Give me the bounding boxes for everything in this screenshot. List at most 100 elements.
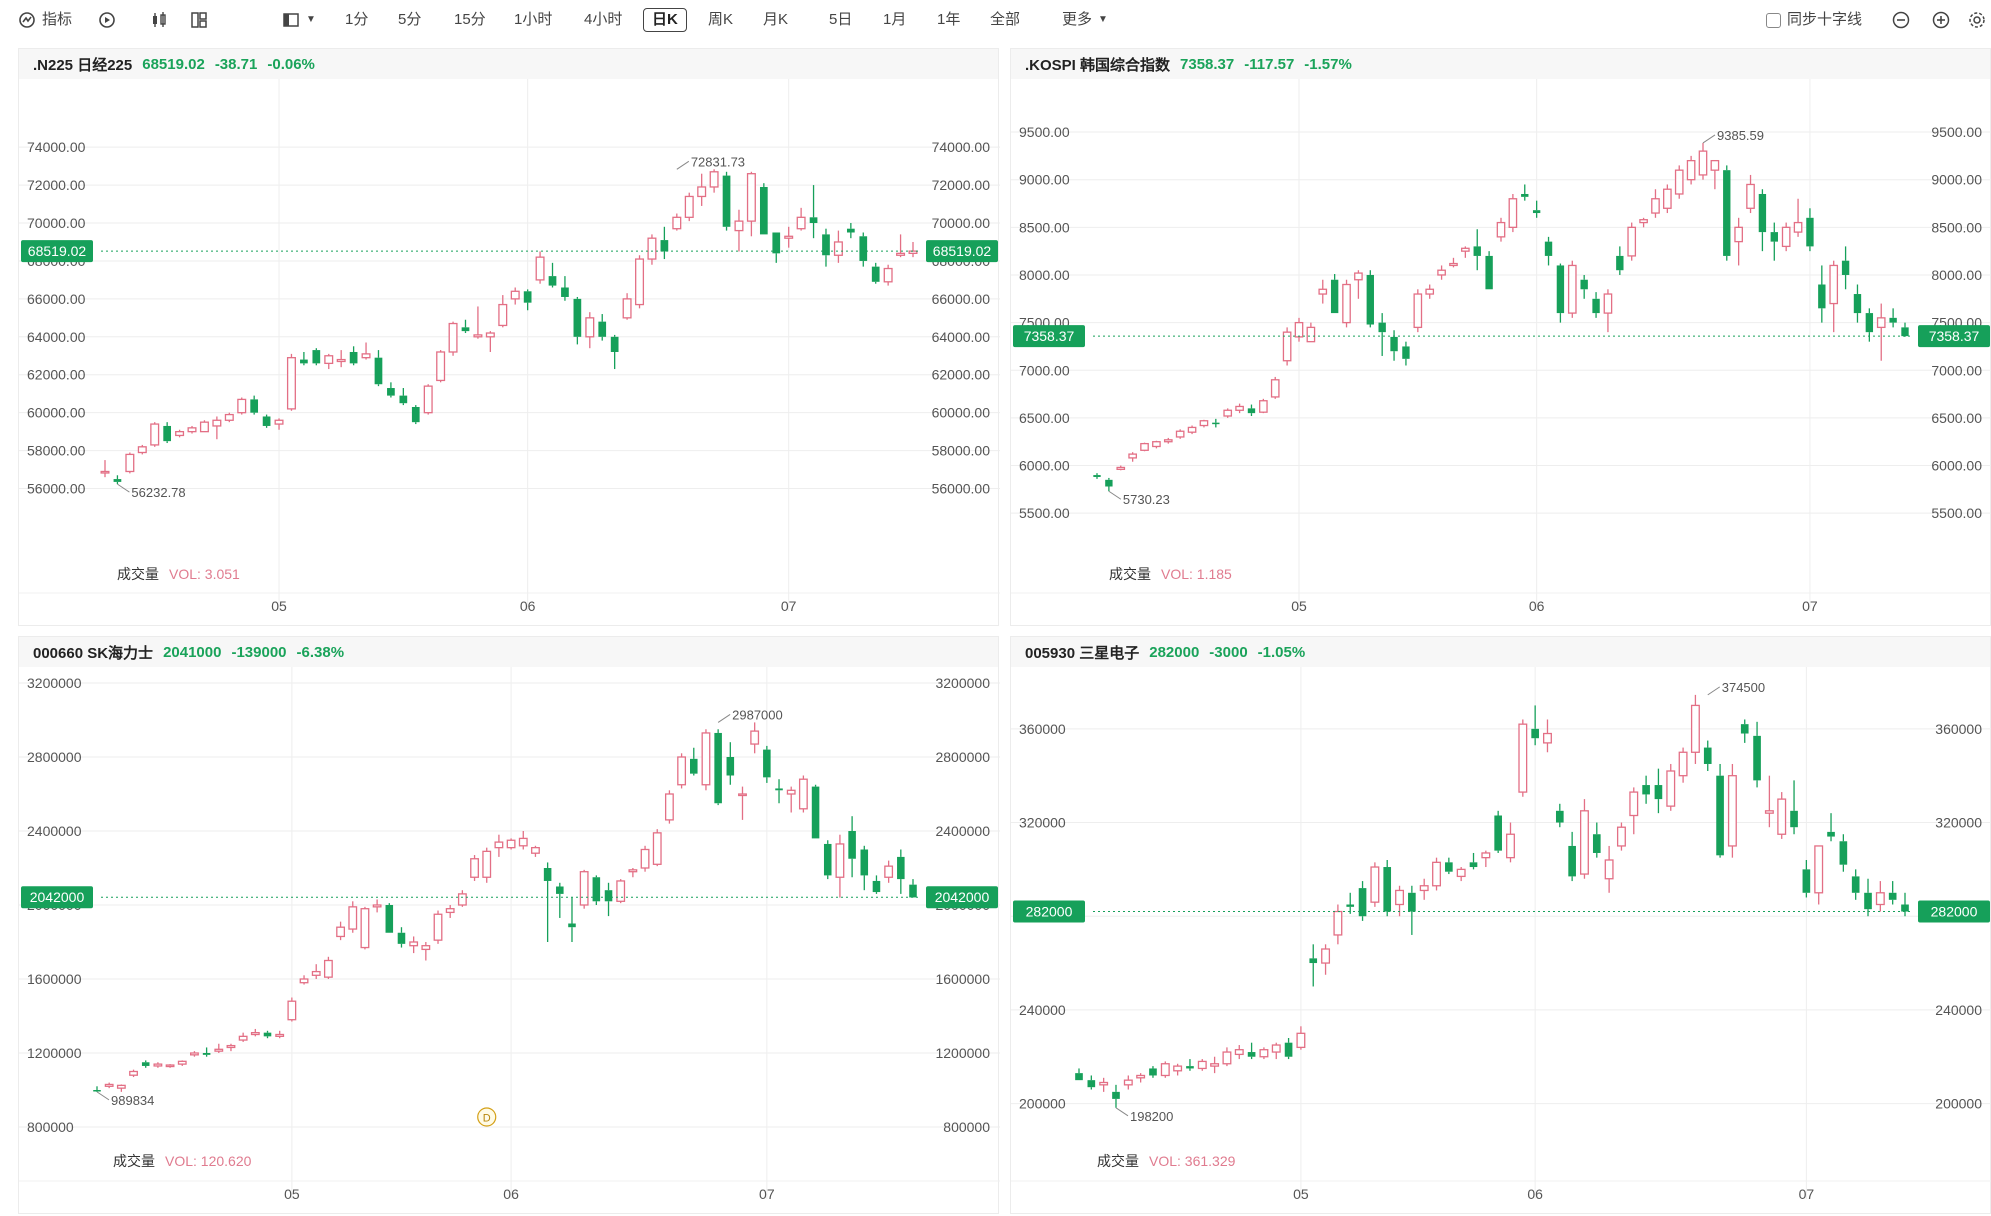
- last-price-badge-left: 68519.02: [21, 240, 93, 263]
- candle: [1187, 425, 1197, 435]
- zoom-out-button[interactable]: [1892, 8, 1910, 32]
- chart-panel-kospi[interactable]: .KOSPI 韩国综合指数 7358.37 -117.57 -1.57% 550…: [1010, 48, 1991, 626]
- chart-panel-samsung[interactable]: 005930 三星电子 282000 -3000 -1.05% 200000 20…: [1010, 636, 1991, 1214]
- y-tick-label-right: 1600000: [935, 971, 990, 987]
- x-tick-label: 06: [1529, 598, 1545, 614]
- candle: [137, 444, 147, 455]
- zoom-in-button[interactable]: [1932, 8, 1950, 32]
- timeframe-4h[interactable]: 4小时: [584, 11, 623, 28]
- y-tick-label-right: 800000: [943, 1119, 990, 1135]
- candle: [1186, 1059, 1194, 1071]
- timeframe-1h[interactable]: 1小时: [514, 11, 553, 28]
- indicator-button[interactable]: 指标: [18, 8, 72, 32]
- last-price: 282000: [1149, 643, 1200, 661]
- candle: [1366, 270, 1374, 328]
- candle: [1175, 429, 1185, 439]
- candlestick-chart[interactable]: 800000 800000 1200000 1200000 1600000 1600000…: [19, 637, 1000, 1215]
- candle: [1210, 1056, 1220, 1074]
- timeframe-weekly[interactable]: 周K: [708, 11, 734, 28]
- y-tick-label-left: 5500.00: [1019, 505, 1070, 521]
- settings-button[interactable]: [1968, 8, 1986, 32]
- chart-panel-sk-hynix[interactable]: 000660 SK海力士 2041000 -139000 -6.38% 8000…: [18, 636, 1000, 1215]
- candle: [1413, 289, 1423, 333]
- columns-icon: [283, 13, 299, 27]
- min-price-annotation: 198200: [1115, 1107, 1173, 1124]
- candlestick-chart[interactable]: 5500.00 5500.00 6000.00 6000.00 6500.00 6500.…: [1011, 49, 1991, 627]
- candle: [1390, 330, 1398, 361]
- candle: [1651, 189, 1660, 218]
- candle: [1105, 477, 1113, 492]
- candle: [1271, 1042, 1281, 1060]
- candlestick-chart[interactable]: 56000.00 56000.00 58000.00 58000.00 60000.00…: [19, 49, 1000, 627]
- candle: [763, 745, 771, 783]
- x-tick-label: 07: [759, 1186, 775, 1202]
- candle: [1358, 881, 1367, 921]
- timeframe-5day[interactable]: 5日: [829, 11, 853, 28]
- candle: [573, 296, 582, 345]
- replay-button[interactable]: [98, 8, 116, 32]
- timeframe-1month[interactable]: 1月: [883, 11, 907, 28]
- candle: [833, 230, 843, 263]
- candle: [1342, 279, 1351, 328]
- sync-crosshair-toggle[interactable]: 同步十字线: [1766, 8, 1862, 32]
- timeframe-15min[interactable]: 15分: [454, 11, 486, 28]
- indicator-icon: [19, 12, 35, 28]
- candle: [1093, 473, 1101, 479]
- candle: [772, 232, 781, 263]
- candle: [1506, 822, 1515, 863]
- candle: [141, 1060, 150, 1068]
- x-tick-label: 06: [503, 1186, 519, 1202]
- candle: [714, 729, 722, 806]
- sync-crosshair-checkbox[interactable]: [1766, 12, 1781, 28]
- timeframe-5min[interactable]: 5分: [398, 11, 422, 28]
- candle: [784, 226, 794, 248]
- zoom-out-icon: [1892, 11, 1910, 29]
- candle: [421, 942, 431, 961]
- candle: [640, 845, 650, 872]
- candle: [1282, 327, 1292, 366]
- more-dropdown[interactable]: 更多 ▼: [1062, 8, 1108, 32]
- candle: [1806, 208, 1814, 252]
- max-price-annotation: 374500: [1707, 680, 1765, 696]
- layout-button[interactable]: [190, 8, 208, 32]
- candle-style-button[interactable]: [150, 8, 168, 32]
- y-tick-label-right: 9500.00: [1931, 124, 1982, 140]
- candle: [275, 1030, 285, 1039]
- candle: [523, 289, 532, 311]
- candle: [1128, 452, 1137, 462]
- last-price-badge-left: 2042000: [21, 886, 93, 909]
- chart-panel-n225[interactable]: .N225 日经225 68519.02 -38.71 -0.06% 56000…: [18, 48, 1000, 627]
- candle: [622, 293, 632, 320]
- candle: [311, 964, 321, 979]
- candlestick-chart[interactable]: 2000002000002400002400002800002800003200…: [1011, 637, 1991, 1215]
- candle: [908, 241, 918, 258]
- y-tick-label-right: 64000.00: [932, 329, 991, 345]
- svg-text:D: D: [483, 1113, 491, 1125]
- x-tick-label: 05: [1293, 1186, 1309, 1202]
- max-price-annotation: 72831.73: [676, 154, 745, 170]
- timeframe-monthly[interactable]: 月K: [763, 11, 789, 28]
- candle: [1494, 810, 1502, 853]
- candle: [409, 936, 419, 954]
- candle: [1790, 780, 1798, 835]
- x-tick-label: 07: [1802, 598, 1818, 614]
- candle: [1149, 1066, 1157, 1078]
- y-tick-label-left: 8500.00: [1019, 219, 1070, 235]
- candle: [1642, 775, 1650, 804]
- timeframe-1min[interactable]: 1分: [345, 11, 369, 28]
- y-tick-label-left: 66000.00: [27, 291, 86, 307]
- candle: [1698, 142, 1708, 180]
- candle: [1408, 885, 1416, 935]
- y-tick-label-left: 200000: [1019, 1096, 1066, 1112]
- candle: [1876, 303, 1886, 361]
- candle: [1777, 792, 1787, 839]
- timeframe-all[interactable]: 全部: [990, 11, 1021, 28]
- candle: [1853, 284, 1862, 323]
- dividend-event-marker[interactable]: D: [477, 1107, 497, 1127]
- panel-layout-dropdown[interactable]: ▼: [282, 8, 316, 32]
- timeframe-daily[interactable]: 日K: [643, 8, 687, 32]
- candle: [1330, 274, 1339, 314]
- candle: [775, 779, 783, 804]
- candle: [1432, 857, 1441, 891]
- timeframe-1year[interactable]: 1年: [937, 11, 961, 28]
